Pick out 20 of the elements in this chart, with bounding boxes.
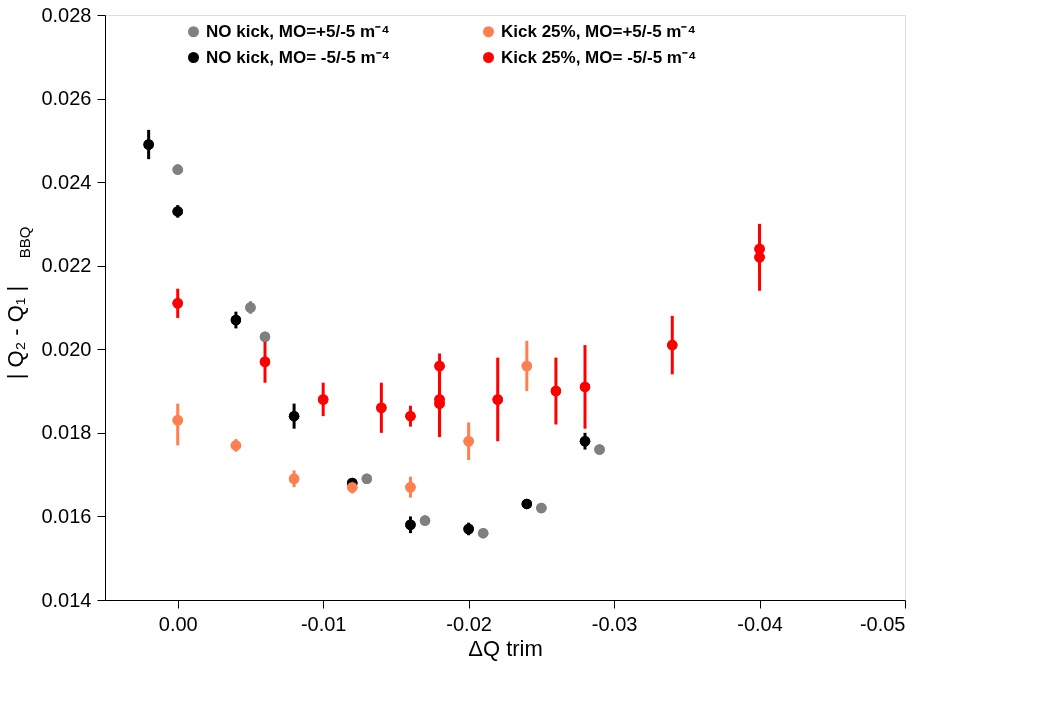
x-tick-label: 0.00 [158, 612, 198, 635]
y-tick-label: 0.018 [41, 421, 92, 444]
text: | Q₂ - Q₁ |BBQ [3, 226, 33, 380]
legend-label: NO kick, MO=+5/-5 m⁻⁴ [206, 21, 390, 41]
y-tick-label: 0.016 [41, 504, 92, 527]
legend-label: NO kick, MO= -5/-5 m⁻⁴ [206, 47, 390, 67]
legend-label: Kick 25%, MO= -5/-5 m⁻⁴ [501, 47, 697, 67]
y-tick-label: 0.024 [41, 170, 92, 193]
y-tick-label: 0.028 [41, 3, 92, 26]
legend-label: Kick 25%, MO=+5/-5 m⁻⁴ [501, 21, 696, 41]
x-tick-label: -0.04 [737, 612, 783, 635]
x-tick-label: -0.01 [300, 612, 347, 635]
x-tick-label: -0.02 [446, 612, 492, 635]
x-tick-label: -0.05 [859, 612, 906, 635]
y-tick-label: 0.014 [41, 588, 92, 611]
y-tick-label: 0.026 [41, 87, 92, 110]
x-axis-title: ΔQ trim [468, 635, 543, 661]
x-tick-label: -0.03 [591, 612, 638, 635]
y-tick-label: 0.022 [41, 254, 92, 277]
y-tick-label: 0.020 [41, 337, 92, 360]
